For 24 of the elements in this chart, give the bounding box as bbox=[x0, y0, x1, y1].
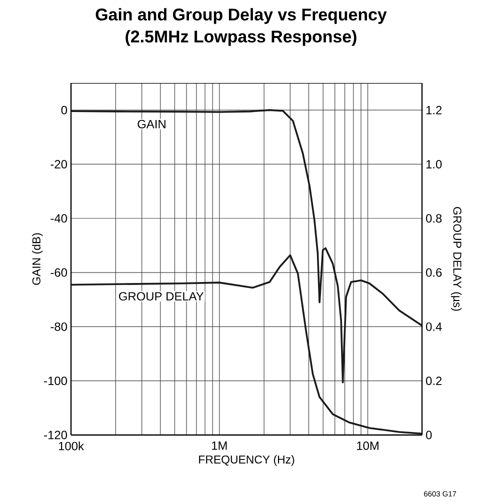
y-tick-label: -120 bbox=[44, 430, 68, 440]
x-tick-label: 1M bbox=[212, 442, 227, 450]
y2-axis-title: GROUP DELAY (µs) bbox=[450, 207, 462, 311]
chart-subtitle: (2.5MHz Lowpass Response) bbox=[126, 30, 356, 46]
y2-tick-label: 1.2 bbox=[426, 106, 442, 114]
y2-tick-label: 0.4 bbox=[426, 322, 442, 331]
y-tick-label: -60 bbox=[50, 268, 68, 277]
y2-tick-label: 0.8 bbox=[426, 214, 442, 223]
x-tick-label: 10M bbox=[357, 442, 378, 450]
annotation: GROUP DELAY bbox=[119, 292, 204, 301]
y2-tick-label: 0 bbox=[426, 430, 432, 440]
y-tick-label: -20 bbox=[50, 160, 68, 168]
y2-tick-label: 0.6 bbox=[426, 268, 442, 277]
chart-title: Gain and Group Delay vs Frequency bbox=[96, 8, 387, 24]
y2-tick-label: 1.0 bbox=[426, 160, 442, 168]
y-axis-title: GAIN (dB) bbox=[32, 233, 43, 285]
y-tick-label: -100 bbox=[44, 376, 68, 386]
annotation: GAIN bbox=[138, 120, 166, 128]
x-tick-label: 100k bbox=[58, 442, 84, 450]
y-tick-label: -80 bbox=[50, 322, 68, 331]
x-axis-title: FREQUENCY (Hz) bbox=[199, 455, 294, 466]
y-tick-label: -40 bbox=[50, 214, 68, 223]
y2-tick-label: 0.2 bbox=[426, 376, 442, 386]
y-tick-label: 0 bbox=[61, 106, 68, 114]
